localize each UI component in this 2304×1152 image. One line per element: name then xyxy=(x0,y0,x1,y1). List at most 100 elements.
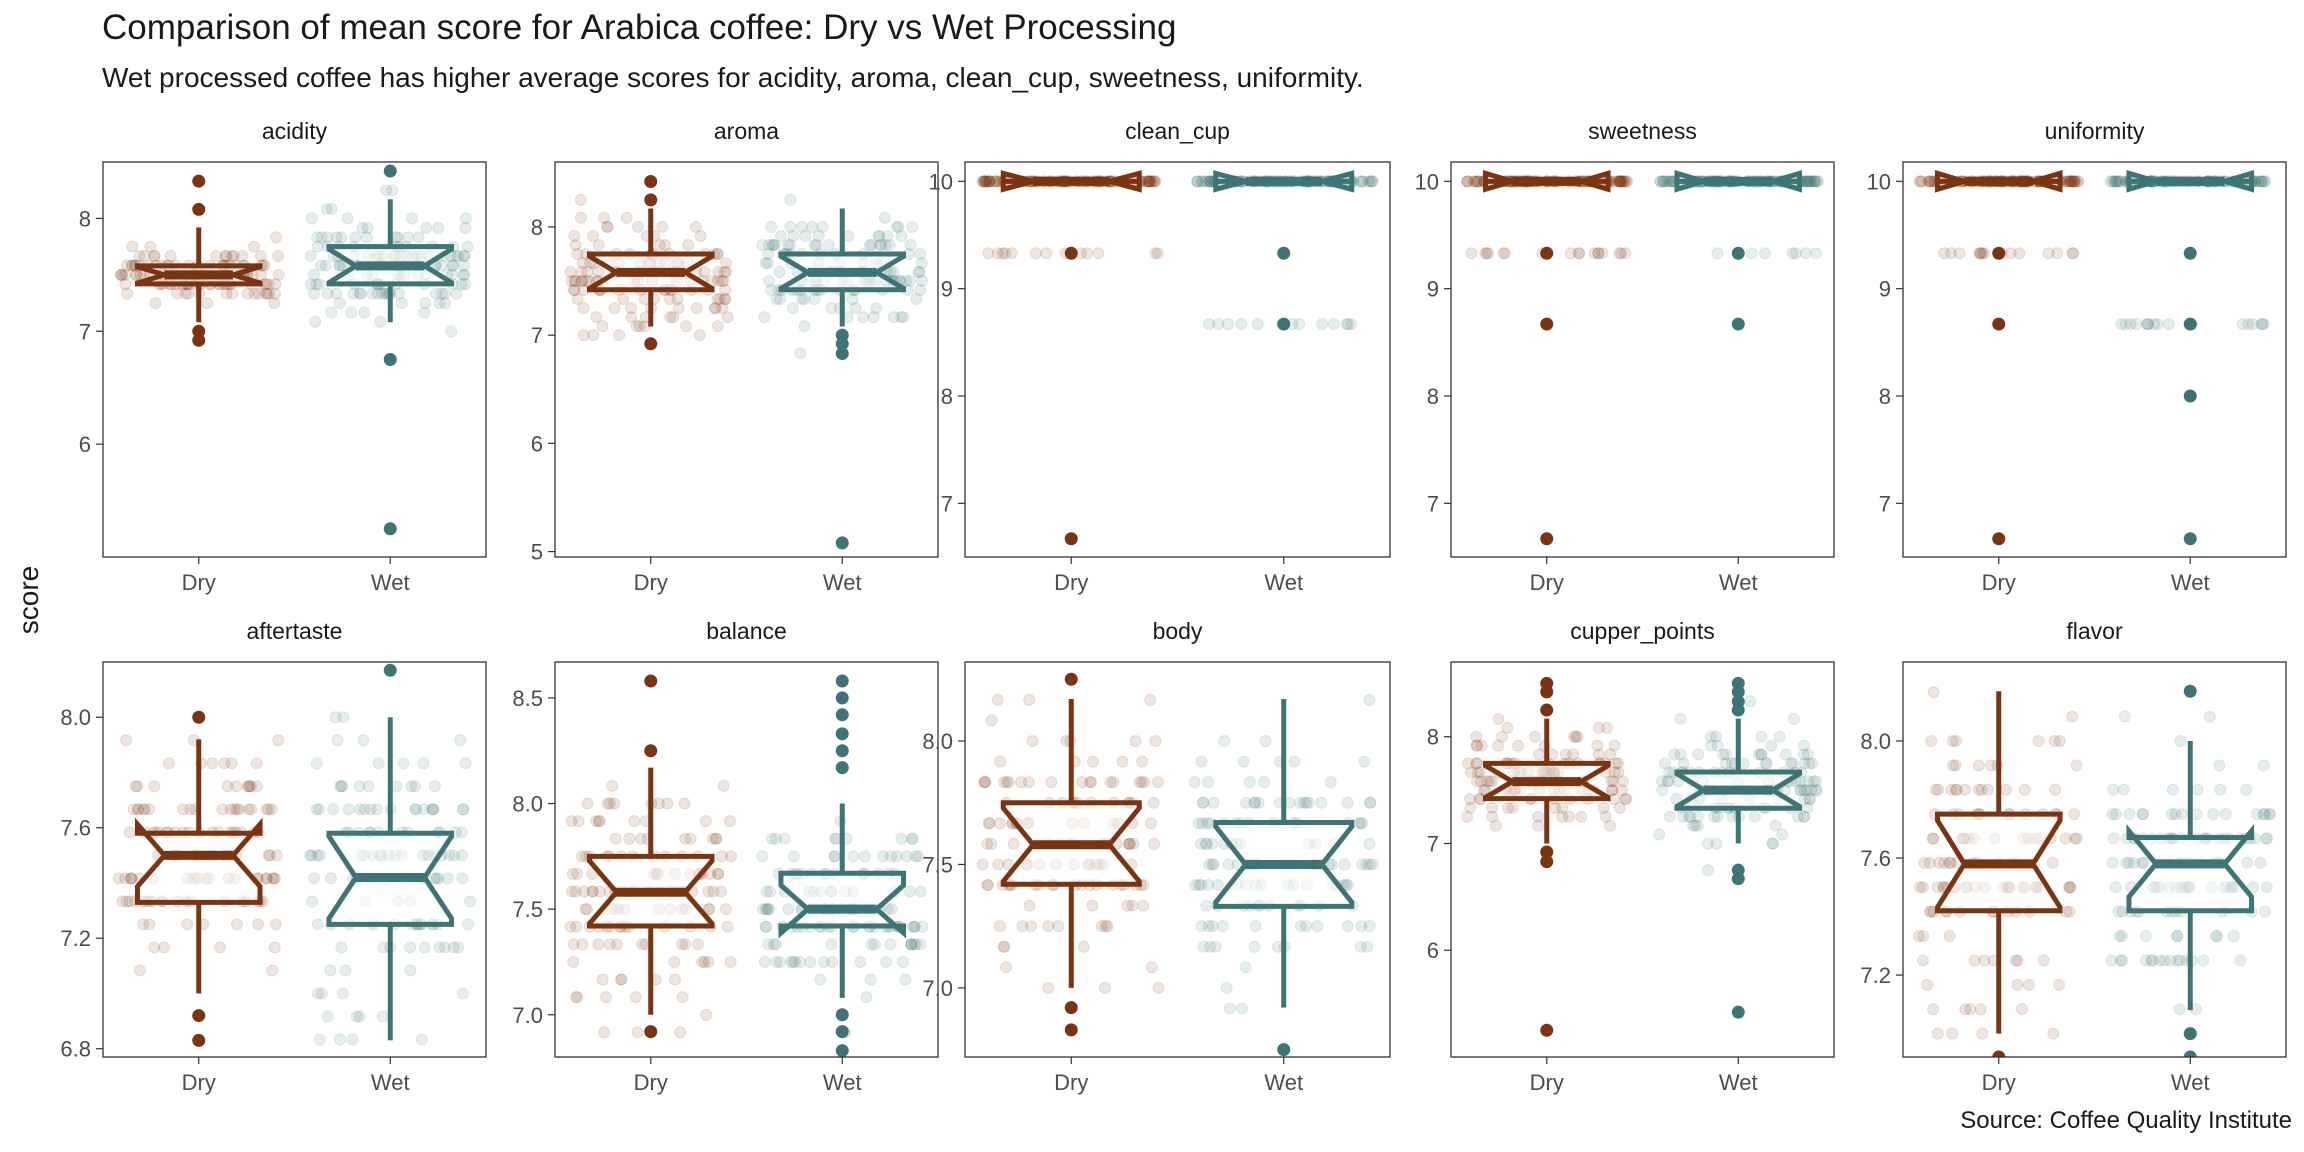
jitter-point xyxy=(1701,864,1714,877)
jitter-point xyxy=(625,311,638,324)
jitter-point xyxy=(2107,832,2120,845)
jitter-point xyxy=(452,250,465,263)
jitter-point xyxy=(765,220,778,233)
jitter-point xyxy=(784,193,797,206)
jitter-point xyxy=(1188,776,1201,789)
jitter-point xyxy=(1195,879,1208,892)
jitter-point xyxy=(221,780,234,793)
jitter-point xyxy=(566,885,579,898)
jitter-point xyxy=(706,832,719,845)
jitter-point xyxy=(164,250,177,263)
jitter-point xyxy=(762,247,775,260)
box-dry xyxy=(1934,169,2063,193)
jitter-point xyxy=(1249,920,1262,933)
jitter-point xyxy=(272,250,285,263)
jitter-point xyxy=(325,306,338,319)
jitter-point xyxy=(789,955,802,968)
jitter-point xyxy=(345,306,358,319)
jitter-point xyxy=(1201,817,1214,830)
jitter-point xyxy=(712,867,725,880)
jitter-point xyxy=(1085,776,1098,789)
outlier-point xyxy=(383,663,397,677)
jitter-point xyxy=(1471,766,1484,779)
jitter-point xyxy=(709,832,722,845)
jitter-point xyxy=(1795,784,1808,797)
jitter-point xyxy=(2124,318,2137,331)
jitter-point xyxy=(1471,775,1484,788)
jitter-point xyxy=(778,832,791,845)
jitter-point xyxy=(248,287,261,300)
jitter-point xyxy=(1465,247,1478,260)
jitter-point xyxy=(982,817,995,830)
jitter-point xyxy=(327,803,340,816)
jitter-point xyxy=(872,229,885,242)
jitter-point xyxy=(770,955,783,968)
jitter-point xyxy=(1607,775,1620,788)
jitter-point xyxy=(1293,796,1306,809)
jitter-point xyxy=(907,920,920,933)
jitter-point xyxy=(1136,755,1149,768)
jitter-point xyxy=(905,832,918,845)
y-tick-label: 8.0 xyxy=(60,705,91,730)
jitter-point xyxy=(698,955,711,968)
jitter-point xyxy=(1765,739,1778,752)
jitter-point xyxy=(2256,318,2269,331)
jitter-point xyxy=(1325,858,1338,871)
jitter-point xyxy=(419,297,432,310)
jitter-point xyxy=(371,803,384,816)
jitter-point xyxy=(842,229,855,242)
jitter-point xyxy=(1475,739,1488,752)
jitter-point xyxy=(566,867,579,880)
jitter-point xyxy=(2116,905,2129,918)
jitter-point xyxy=(1677,810,1690,823)
y-tick-label: 7 xyxy=(1427,491,1439,516)
jitter-point xyxy=(598,1026,611,1039)
jitter-point xyxy=(1613,801,1626,814)
jitter-point xyxy=(864,973,877,986)
jitter-point xyxy=(1146,175,1159,188)
jitter-point xyxy=(1588,247,1601,260)
box-dry xyxy=(1000,170,1142,193)
jitter-point xyxy=(997,776,1010,789)
jitter-point xyxy=(2009,954,2022,967)
jitter-point xyxy=(402,231,415,244)
jitter-point xyxy=(2063,905,2076,918)
jitter-point xyxy=(1944,856,1957,869)
jitter-point xyxy=(1363,858,1376,871)
jitter-point xyxy=(979,175,992,188)
jitter-point xyxy=(1975,783,1988,796)
panel-border xyxy=(1902,161,2287,558)
jitter-point xyxy=(339,964,352,977)
jitter-point xyxy=(1124,837,1137,850)
jitter-point xyxy=(1461,175,1474,188)
jitter-point xyxy=(1575,810,1588,823)
jitter-point xyxy=(702,903,715,916)
outlier-point xyxy=(835,744,849,758)
jitter-point xyxy=(1258,776,1271,789)
jitter-point xyxy=(417,757,430,770)
jitter-point xyxy=(2022,978,2035,991)
jitter-point xyxy=(2018,783,2031,796)
jitter-point xyxy=(354,287,367,300)
jitter-point xyxy=(976,175,989,188)
jitter-point xyxy=(570,991,583,1004)
jitter-point xyxy=(2047,1027,2060,1040)
jitter-point xyxy=(405,780,418,793)
source-caption: Source: Coffee Quality Institute xyxy=(1960,1107,2292,1134)
jitter-point xyxy=(604,797,617,810)
jitter-point xyxy=(420,221,433,234)
jitter-point xyxy=(1615,175,1628,188)
jitter-point xyxy=(1658,757,1671,770)
jitter-point xyxy=(441,872,454,885)
jitter-point xyxy=(914,284,927,297)
jitter-point xyxy=(1501,801,1514,814)
jitter-point xyxy=(2137,856,2150,869)
jitter-point xyxy=(1196,817,1209,830)
x-tick-label: Dry xyxy=(1530,570,1564,595)
jitter-point xyxy=(711,293,724,306)
jitter-point xyxy=(794,347,807,360)
jitter-point xyxy=(879,238,892,251)
outlier-point xyxy=(1992,532,2006,546)
jitter-point xyxy=(658,238,671,251)
